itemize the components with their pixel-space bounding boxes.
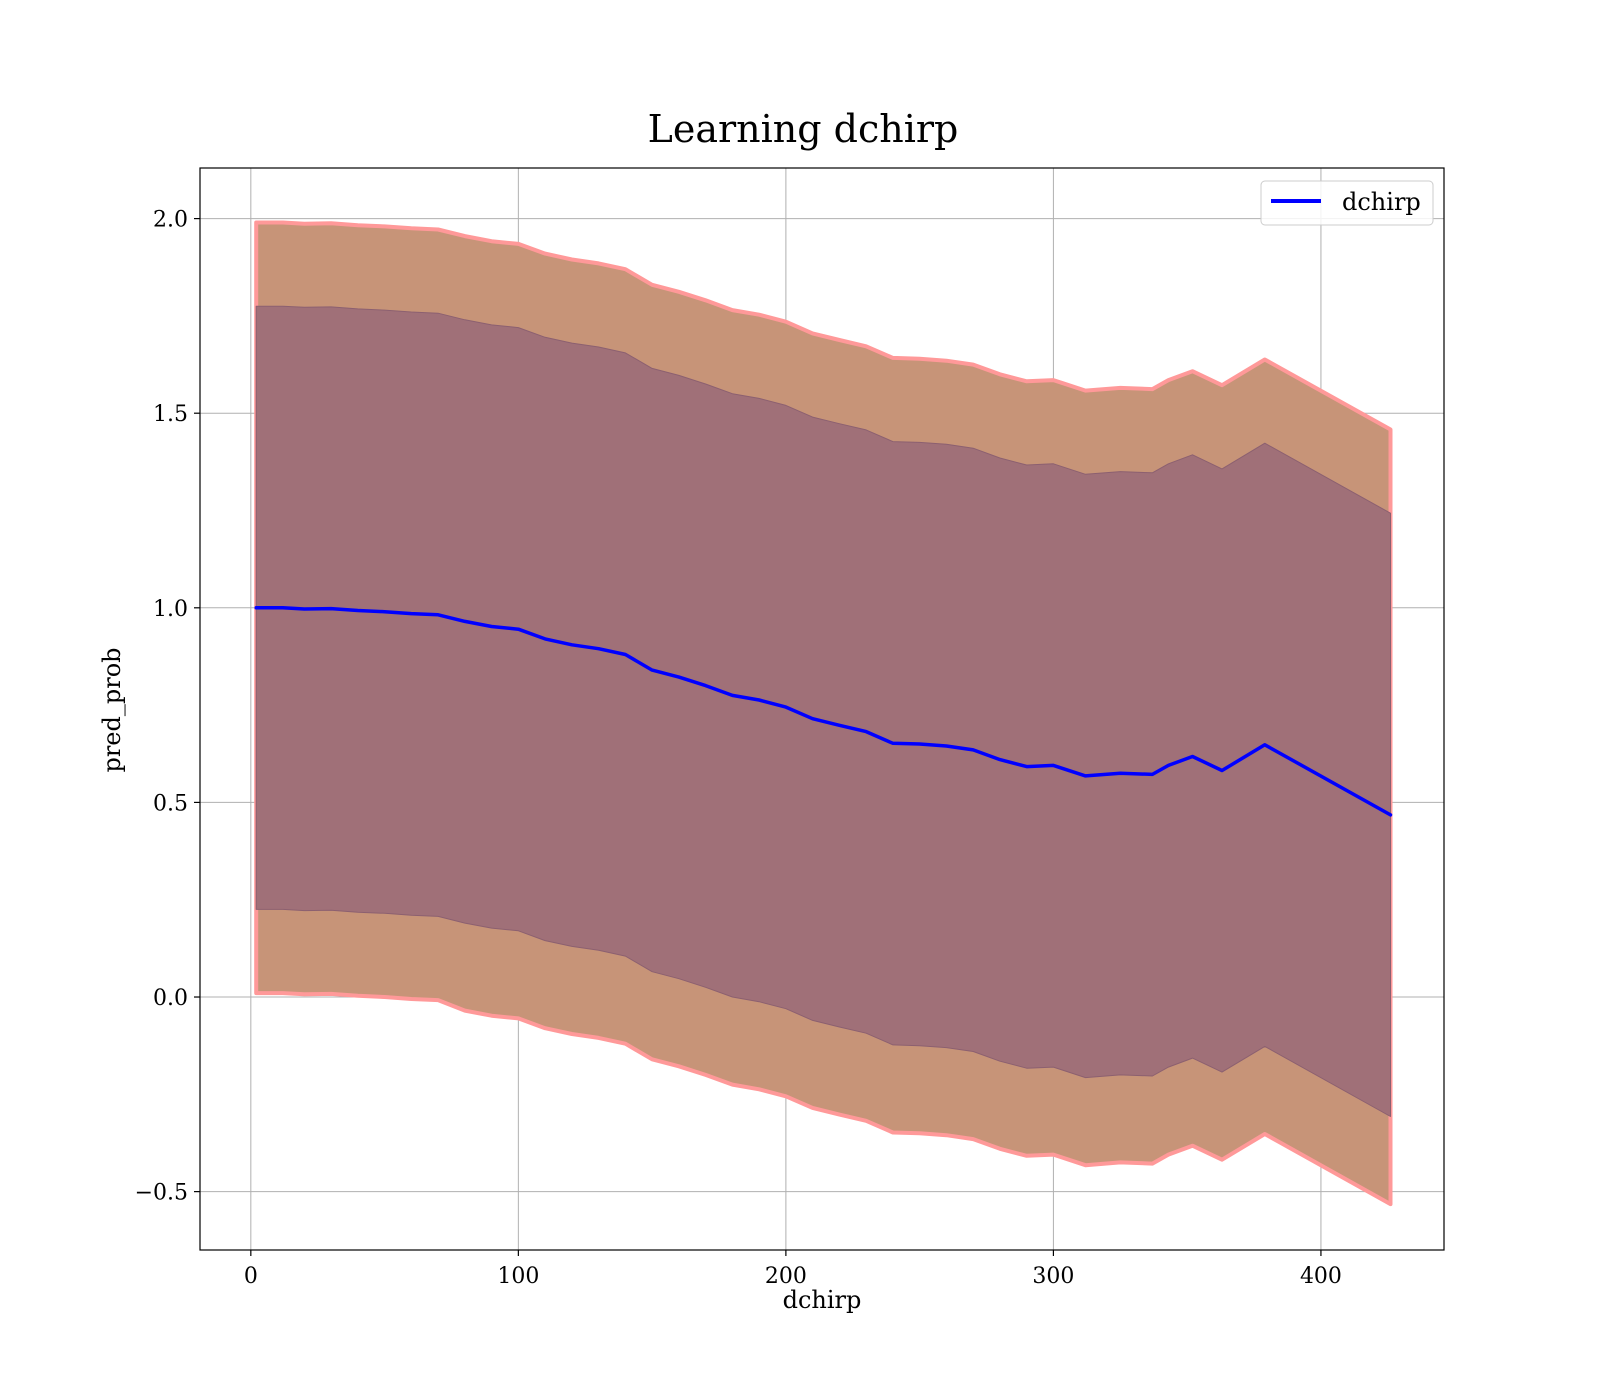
series-line-dchirp — [254, 606, 1393, 817]
plot-frame — [199, 167, 1445, 1251]
legend-label: dchirp — [1342, 188, 1421, 216]
y-tick-label: 1.5 — [153, 402, 188, 427]
x-tick-label: 300 — [1032, 1264, 1074, 1289]
y-tick-label: 0.0 — [153, 986, 188, 1011]
band-layer — [254, 220, 1393, 1207]
x-axis-label: dchirp — [783, 1286, 862, 1314]
y-tick-label: 1.0 — [153, 597, 188, 622]
y-axis-label: pred_prob — [98, 647, 126, 772]
x-tick-label: 400 — [1300, 1264, 1342, 1289]
x-tick-label: 200 — [765, 1264, 807, 1289]
y-tick-label: 0.5 — [153, 791, 188, 816]
band-inner — [255, 305, 1391, 1117]
line-layer — [254, 606, 1393, 817]
chart-title: Learning dchirp — [648, 107, 959, 151]
legend-box — [1260, 180, 1434, 226]
x-tick-label: 100 — [497, 1264, 539, 1289]
y-tick-label: 2.0 — [153, 208, 188, 233]
y-tick-label: −0.5 — [135, 1181, 188, 1206]
tick-layer: 0 100 200 300 400 −0.5 0.0 0.5 1.0 1.5 2.0 — [135, 208, 1342, 1289]
x-tick-label: 0 — [244, 1264, 258, 1289]
legend: dchirp — [1260, 180, 1434, 226]
